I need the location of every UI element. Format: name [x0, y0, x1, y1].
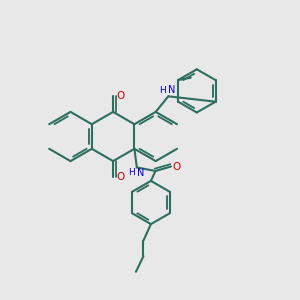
Text: H: H: [128, 168, 134, 177]
Text: N: N: [168, 85, 176, 95]
Text: H: H: [159, 86, 166, 95]
Text: O: O: [172, 161, 181, 172]
Text: O: O: [117, 172, 125, 182]
Text: N: N: [136, 168, 144, 178]
Text: O: O: [117, 91, 125, 101]
